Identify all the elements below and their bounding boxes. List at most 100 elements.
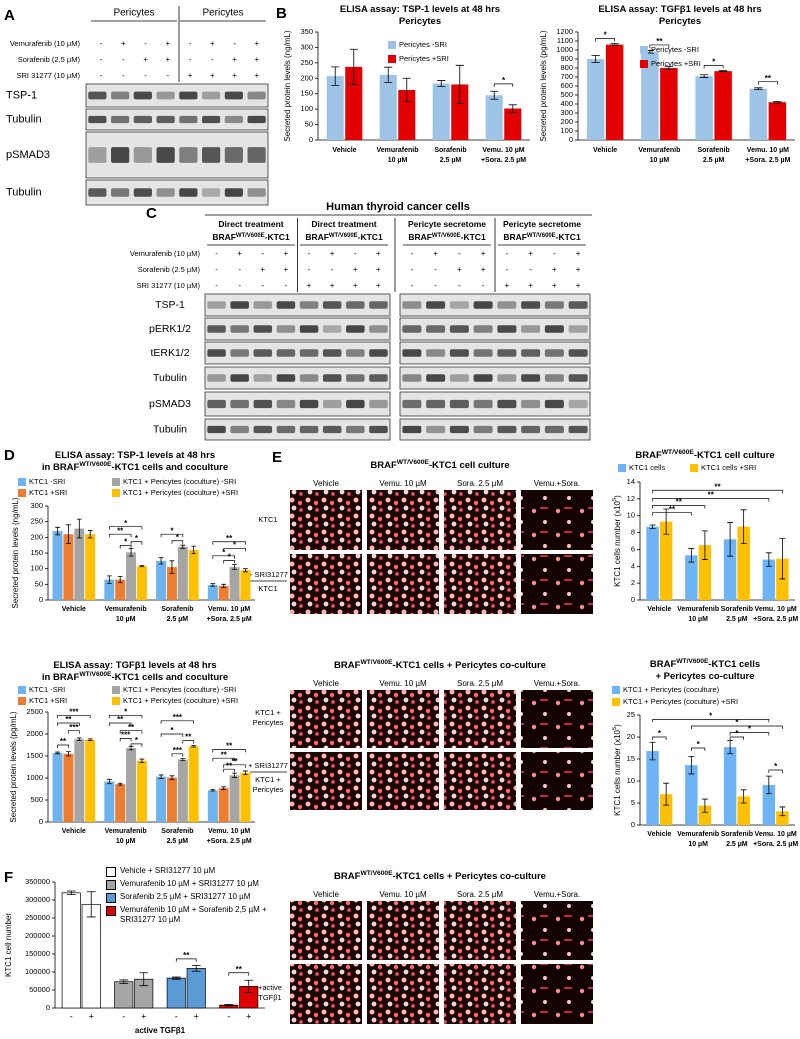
blot-band bbox=[449, 301, 469, 309]
significance-bracket bbox=[119, 738, 132, 742]
group-label: Pericyte secretome bbox=[503, 219, 581, 229]
blot-band bbox=[156, 91, 175, 100]
x-tick-label: 2.5 µM bbox=[440, 157, 462, 164]
blot-band bbox=[230, 325, 249, 333]
superscript: WT/V600E bbox=[527, 233, 556, 239]
bar bbox=[218, 788, 229, 822]
x-tick-label: Vemurafenib bbox=[376, 147, 418, 154]
text-part: in BRAF bbox=[42, 462, 80, 473]
significance-bracket bbox=[690, 725, 783, 729]
blot-band bbox=[276, 301, 296, 309]
text-part: + Pericytes co-culture bbox=[655, 671, 754, 682]
blot-band bbox=[568, 325, 588, 333]
significance-label: ** bbox=[65, 715, 72, 724]
text-part: BRAF bbox=[334, 871, 361, 882]
bar bbox=[432, 83, 450, 140]
significance-bracket bbox=[768, 769, 783, 773]
bar bbox=[723, 539, 737, 600]
x-tick-label: +Sora. 2.5 µM bbox=[207, 616, 252, 623]
legend-label: Vemurafenib 10 µM + Sorafenib 2,5 µM + S… bbox=[120, 905, 267, 924]
y-axis-label: Secreted protein levels (pg/mL) bbox=[539, 30, 548, 142]
superscript: WT/V600E bbox=[662, 449, 695, 456]
text-part: BRAF bbox=[212, 232, 236, 242]
panel-title: Human thyroid cancer cells bbox=[326, 201, 470, 213]
legend-swatch bbox=[112, 686, 120, 694]
blot-band bbox=[202, 91, 221, 100]
column-label: Vemu. 10 µM bbox=[379, 890, 427, 899]
blot-band bbox=[253, 301, 273, 309]
blot-band bbox=[346, 374, 365, 382]
error-bar bbox=[773, 101, 782, 104]
blot-band bbox=[544, 399, 564, 409]
blot-label: pSMAD3 bbox=[149, 398, 191, 410]
bar bbox=[345, 66, 363, 140]
error-bar bbox=[649, 524, 656, 529]
x-tick-label: - bbox=[175, 1011, 178, 1021]
error-bar bbox=[158, 557, 164, 565]
blot-band bbox=[426, 325, 446, 333]
blot-band bbox=[276, 349, 296, 357]
x-tick-label: Vemu. 10 µM bbox=[208, 828, 250, 835]
bar bbox=[659, 521, 673, 600]
significance-bracket bbox=[758, 81, 778, 85]
legend-entry: Vehicle + SRI31277 10 µM bbox=[106, 866, 270, 877]
legend-label: Pericytes -SRI bbox=[651, 45, 699, 54]
legend-swatch bbox=[618, 464, 626, 472]
blot-band bbox=[179, 115, 198, 124]
treatment-label: SRI 31277 (10 µM) bbox=[16, 71, 80, 80]
blot bbox=[204, 341, 391, 365]
blot-band bbox=[369, 301, 388, 309]
bar bbox=[166, 567, 177, 600]
blot-band bbox=[449, 349, 469, 357]
error-bar bbox=[139, 565, 145, 568]
legend-swatch bbox=[612, 686, 620, 694]
y-tick-label: 15 bbox=[627, 754, 635, 763]
blot-band bbox=[322, 325, 342, 333]
y-tick-label: 0 bbox=[631, 820, 635, 829]
treatment-sign: - bbox=[238, 265, 241, 274]
treatment-sign: + bbox=[307, 281, 312, 290]
significance-bracket bbox=[171, 540, 184, 544]
error-bar bbox=[701, 798, 708, 813]
treatment-sign: + bbox=[232, 71, 237, 80]
blot-band bbox=[473, 374, 493, 382]
bar bbox=[659, 794, 673, 825]
y-tick-label: 100000 bbox=[25, 967, 50, 976]
x-tick-label: +Sora. 2.5 µM bbox=[745, 157, 790, 164]
y-tick-label: 250000 bbox=[25, 913, 50, 922]
x-tick-label: Vehicle bbox=[62, 828, 86, 835]
significance-bracket bbox=[652, 489, 783, 494]
group-label: Pericytes bbox=[113, 8, 154, 19]
treatment-sign: + bbox=[166, 39, 171, 48]
y-tick-label: 0 bbox=[569, 135, 573, 144]
x-tick-label: Vehicle bbox=[647, 831, 671, 838]
significance-label: * bbox=[748, 725, 752, 734]
y-tick-label: 2500 bbox=[26, 707, 43, 716]
blot-label: tERK1/2 bbox=[150, 347, 189, 359]
treatment-sign: - bbox=[411, 249, 414, 258]
x-tick-label: 10 µM bbox=[116, 616, 136, 623]
blot-band bbox=[133, 91, 152, 100]
blot-band bbox=[497, 325, 517, 333]
bar bbox=[104, 781, 115, 822]
y-tick-label: 150000 bbox=[25, 949, 50, 958]
error-bar bbox=[243, 568, 248, 573]
error-bar bbox=[701, 530, 708, 560]
error-bar bbox=[158, 774, 164, 779]
blot-band bbox=[346, 349, 365, 357]
significance-bracket bbox=[649, 44, 670, 48]
y-tick-label: 300000 bbox=[25, 895, 50, 904]
treatment-sign: - bbox=[411, 281, 414, 290]
blot-band bbox=[207, 349, 226, 357]
blot-band bbox=[426, 374, 446, 382]
y-tick-label: 250 bbox=[300, 58, 313, 67]
bar bbox=[136, 566, 147, 600]
bar bbox=[63, 534, 74, 600]
bar bbox=[698, 805, 712, 825]
significance-label: *** bbox=[69, 723, 79, 732]
blot-band bbox=[346, 301, 365, 309]
micrograph bbox=[444, 752, 516, 810]
panel-label: C bbox=[146, 205, 157, 222]
blot-band bbox=[322, 374, 342, 382]
blot-band bbox=[473, 325, 493, 333]
